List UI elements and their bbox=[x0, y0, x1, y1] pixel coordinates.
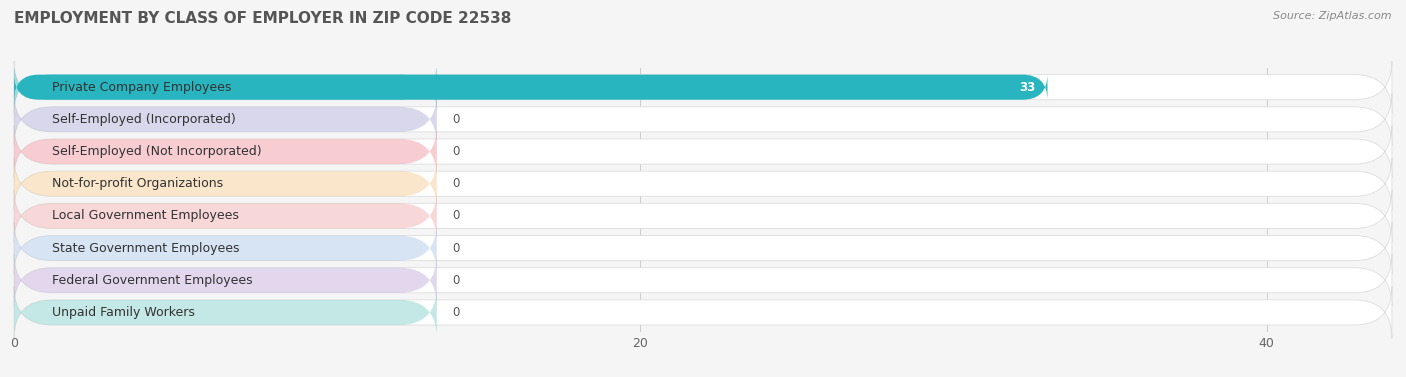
FancyBboxPatch shape bbox=[14, 222, 437, 274]
Text: Federal Government Employees: Federal Government Employees bbox=[52, 274, 252, 287]
Text: EMPLOYMENT BY CLASS OF EMPLOYER IN ZIP CODE 22538: EMPLOYMENT BY CLASS OF EMPLOYER IN ZIP C… bbox=[14, 11, 512, 26]
FancyBboxPatch shape bbox=[14, 74, 1047, 100]
FancyBboxPatch shape bbox=[14, 158, 437, 210]
Text: Self-Employed (Not Incorporated): Self-Employed (Not Incorporated) bbox=[52, 145, 262, 158]
FancyBboxPatch shape bbox=[14, 254, 1392, 307]
FancyBboxPatch shape bbox=[14, 287, 437, 339]
FancyBboxPatch shape bbox=[14, 190, 1392, 242]
FancyBboxPatch shape bbox=[14, 61, 1392, 113]
Text: Local Government Employees: Local Government Employees bbox=[52, 209, 239, 222]
Text: 0: 0 bbox=[453, 113, 460, 126]
Text: State Government Employees: State Government Employees bbox=[52, 242, 239, 254]
FancyBboxPatch shape bbox=[14, 222, 1392, 274]
Text: Unpaid Family Workers: Unpaid Family Workers bbox=[52, 306, 194, 319]
Text: Private Company Employees: Private Company Employees bbox=[52, 81, 231, 93]
FancyBboxPatch shape bbox=[14, 93, 1392, 146]
FancyBboxPatch shape bbox=[14, 158, 1392, 210]
Text: 0: 0 bbox=[453, 274, 460, 287]
FancyBboxPatch shape bbox=[14, 126, 437, 178]
Text: 0: 0 bbox=[453, 145, 460, 158]
FancyBboxPatch shape bbox=[14, 93, 437, 146]
Text: 0: 0 bbox=[453, 209, 460, 222]
Text: 33: 33 bbox=[1019, 81, 1035, 93]
FancyBboxPatch shape bbox=[14, 61, 437, 113]
Text: 0: 0 bbox=[453, 306, 460, 319]
FancyBboxPatch shape bbox=[14, 126, 1392, 178]
Text: Self-Employed (Incorporated): Self-Employed (Incorporated) bbox=[52, 113, 235, 126]
FancyBboxPatch shape bbox=[14, 254, 437, 307]
Text: Source: ZipAtlas.com: Source: ZipAtlas.com bbox=[1274, 11, 1392, 21]
FancyBboxPatch shape bbox=[14, 190, 437, 242]
FancyBboxPatch shape bbox=[14, 287, 1392, 339]
Text: 0: 0 bbox=[453, 177, 460, 190]
Text: 0: 0 bbox=[453, 242, 460, 254]
Text: Not-for-profit Organizations: Not-for-profit Organizations bbox=[52, 177, 222, 190]
